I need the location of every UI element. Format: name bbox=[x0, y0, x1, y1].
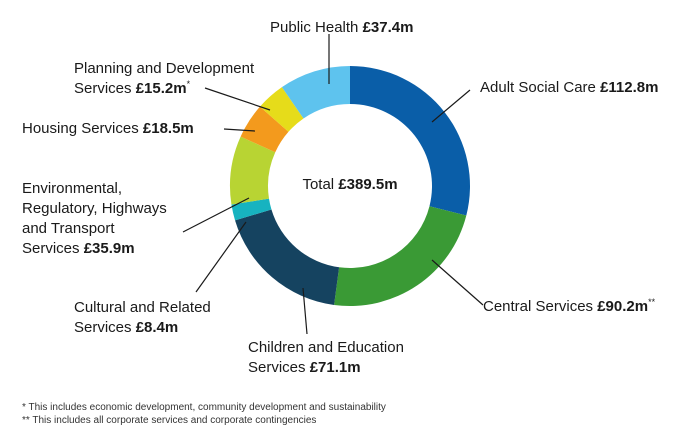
leader-planning bbox=[204, 87, 271, 111]
label-central: Central Services £90.2m** bbox=[483, 297, 655, 317]
leader-housing bbox=[223, 128, 256, 132]
leader-children bbox=[302, 287, 308, 335]
label-amount: £15.2m bbox=[135, 80, 187, 97]
label-amount: £112.8m bbox=[600, 79, 659, 96]
donut-center-total: Total £389.5m bbox=[270, 176, 430, 193]
label-children: Children and Education Services £71.1m bbox=[248, 338, 404, 378]
label-public-health: Public Health £37.4m bbox=[270, 18, 413, 38]
slice-children-and-education-services bbox=[235, 209, 340, 305]
label-line: Planning and Development bbox=[74, 60, 255, 77]
leader-adult-social-care bbox=[431, 89, 471, 123]
slice-environmental-regulatory-highways-and-transport-services bbox=[230, 136, 276, 205]
label-amount: £90.2m bbox=[597, 298, 649, 315]
label-line: Services bbox=[74, 80, 132, 97]
label-amount: £37.4m bbox=[362, 19, 414, 36]
label-cultural: Cultural and Related Services £8.4m bbox=[74, 298, 211, 338]
label-name: Public Health bbox=[270, 19, 359, 36]
slice-housing-services bbox=[240, 106, 289, 153]
label-adult-social-care: Adult Social Care £112.8m bbox=[480, 78, 658, 98]
leader-cultural bbox=[195, 221, 247, 293]
slice-planning-and-development-services bbox=[259, 87, 304, 132]
label-amount: £8.4m bbox=[135, 319, 179, 336]
label-environmental: Environmental, Regulatory, Highways and … bbox=[22, 179, 167, 259]
footnote-marker: ** bbox=[648, 297, 656, 307]
label-line: Cultural and Related bbox=[74, 299, 211, 316]
total-value: £389.5m bbox=[338, 176, 398, 193]
label-line: Children and Education bbox=[248, 339, 404, 356]
label-line: Services bbox=[22, 240, 80, 257]
label-amount: £18.5m bbox=[142, 120, 194, 137]
label-housing: Housing Services £18.5m bbox=[22, 119, 194, 139]
leader-environmental bbox=[182, 197, 250, 233]
label-line: Services bbox=[74, 319, 132, 336]
label-line: Environmental, bbox=[22, 180, 123, 197]
footnote-2: ** This includes all corporate services … bbox=[22, 415, 317, 426]
slice-central-services bbox=[334, 206, 467, 306]
donut-slices bbox=[230, 66, 470, 306]
label-name: Adult Social Care bbox=[480, 79, 596, 96]
slice-cultural-and-related-services bbox=[231, 198, 272, 221]
label-name: Housing Services bbox=[22, 120, 139, 137]
slice-public-health bbox=[281, 66, 350, 119]
slice-adult-social-care bbox=[350, 66, 470, 216]
footnote-1: * This includes economic development, co… bbox=[22, 402, 386, 413]
label-line: Services bbox=[248, 359, 306, 376]
label-planning: Planning and Development Services £15.2m… bbox=[74, 59, 254, 99]
leader-central bbox=[431, 259, 484, 306]
footnote-marker: * bbox=[186, 79, 191, 89]
label-name: Central Services bbox=[483, 298, 594, 315]
label-amount: £35.9m bbox=[83, 240, 135, 257]
leader-lines bbox=[182, 34, 484, 335]
label-line: Regulatory, Highways bbox=[22, 200, 167, 217]
label-amount: £71.1m bbox=[309, 359, 361, 376]
total-label: Total bbox=[302, 176, 335, 193]
label-line: and Transport bbox=[22, 220, 115, 237]
